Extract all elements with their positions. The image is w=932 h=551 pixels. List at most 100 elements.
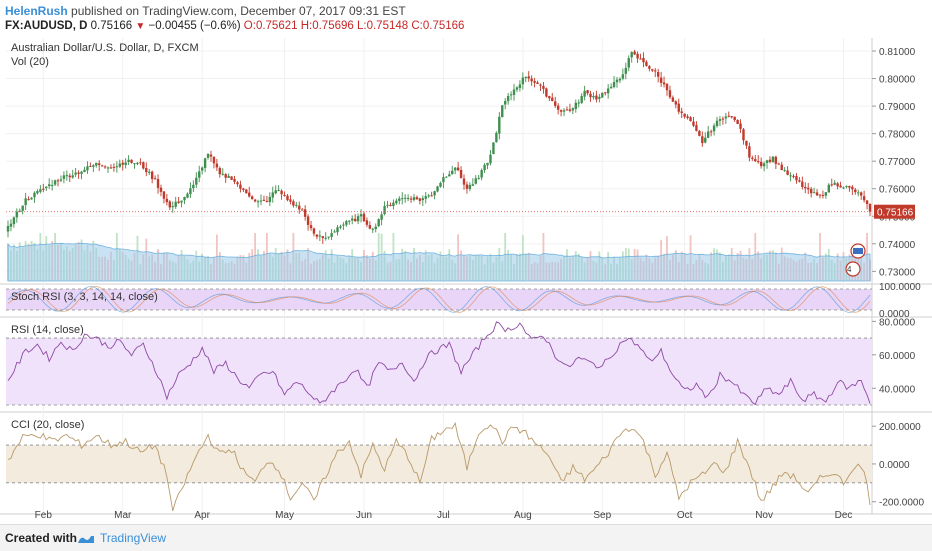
candle-body [762,163,766,167]
candle [698,129,701,137]
stoch-tick-low: 0.0000 [879,309,910,320]
candle-body [656,72,660,77]
candle-body [524,77,527,79]
candle-body [562,110,566,112]
candle [468,182,472,192]
candle-body [83,169,86,173]
candle [612,76,616,89]
candle-body [312,228,316,234]
x-tick-label: Oct [677,510,693,521]
candle [606,84,610,99]
candle-body [371,228,375,230]
candle-body [183,196,186,201]
candle-body [156,179,160,188]
candle-body [842,187,845,189]
candle-body [821,194,825,196]
candle [604,92,607,96]
candle [745,140,748,149]
candle [148,168,151,176]
candle-body [751,157,754,159]
candle [545,87,548,98]
candle-body [686,116,689,118]
candle-body [795,176,798,181]
candle [24,192,27,210]
candle-body [71,175,74,178]
candle [409,195,413,203]
close-value: 0.75166 [422,20,465,32]
candle [648,65,651,72]
candle-body [477,177,480,179]
candle-body [601,92,604,98]
candle-body [533,81,536,83]
candle [571,107,575,115]
candle-body [595,95,598,100]
candle [480,168,483,181]
candle-body [345,221,348,225]
candle-body [733,116,736,120]
candle-body [568,109,572,111]
candle-body [742,129,745,141]
candle [53,179,57,187]
candle-body [665,83,669,91]
candle-body [15,211,19,218]
stoch-tick-high: 100.0000 [879,282,921,293]
candle-body [103,166,107,168]
candle [548,95,551,102]
candle [574,99,578,113]
candle-body [86,166,89,171]
candle-body [386,204,389,206]
candle [589,90,592,102]
candle-body [536,82,539,85]
candle [857,189,860,197]
candle-body [33,192,36,198]
candle-body [692,121,695,126]
candle [501,105,504,118]
last-price-label: 0.75166 [877,208,914,219]
candle [36,189,39,195]
candle-body [242,188,245,190]
candle [309,220,313,231]
candle [654,68,657,78]
candle-body [854,189,857,193]
candle [115,161,119,173]
candle-body [765,160,769,163]
candle-body [818,194,822,196]
candle [321,236,324,244]
candle-body [6,226,10,232]
stoch-k-line [7,286,871,313]
candle-body [433,191,436,196]
candle [809,186,813,198]
candle-body [47,184,51,187]
candle-body [739,123,742,129]
count-label: 4 [847,265,852,274]
candle-body [462,178,466,185]
candle-body [365,220,369,225]
cci-band-fill [6,445,872,483]
y-tick-label: 0.73000 [879,267,916,278]
candle [498,112,501,140]
x-tick-label: Jul [437,510,450,521]
candle [156,174,160,194]
candle [542,81,545,94]
chart-area[interactable]: Feb Mar Apr May Jun Jul Aug Sep Oct Nov Dec 0.81000… [0,38,932,524]
candle [165,193,169,206]
candle [227,173,230,178]
candle [395,198,398,205]
candle [9,219,13,232]
candle-body [139,162,142,164]
candle [748,142,751,162]
last-price-tag [874,204,915,219]
candle-body [721,118,725,120]
candle-body [630,52,633,58]
candle [689,116,692,122]
candle [33,191,36,203]
candle [627,55,630,72]
candle-body [168,201,172,208]
candle [854,187,857,195]
tradingview-link[interactable]: TradingView [100,531,167,545]
candle-body [215,163,219,168]
candle [530,75,533,86]
candle-body [265,200,269,202]
candle-body [851,186,854,190]
author-link[interactable]: HelenRush [5,4,68,18]
